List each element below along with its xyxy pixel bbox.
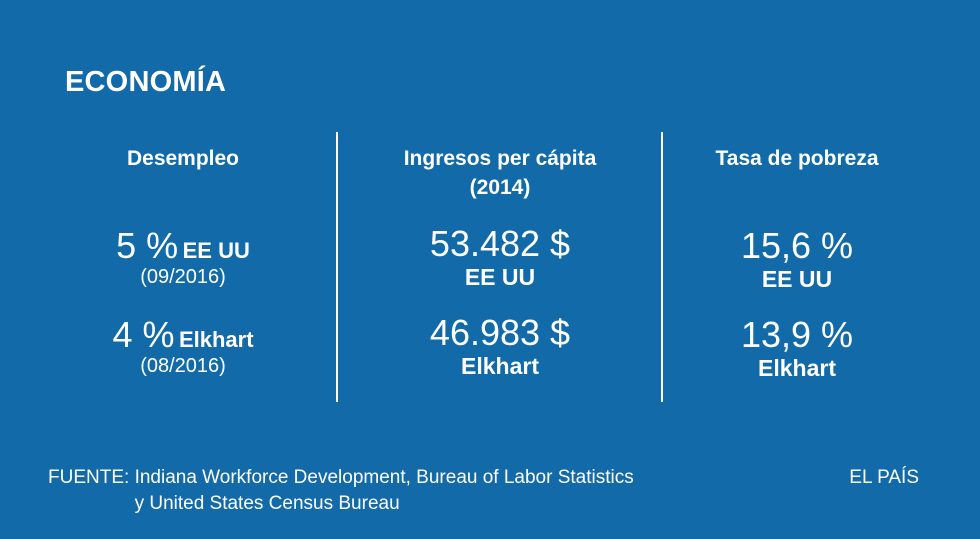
stat-value: 15,6 % xyxy=(740,225,854,266)
income-column: Ingresos per cápita (2014) 53.482 $ EE U… xyxy=(339,132,661,379)
stat-value: 53.482 $ xyxy=(429,223,571,264)
stat-region: EE UU xyxy=(182,238,250,263)
poverty-column: Tasa de pobreza 15,6 % EE UU 13,9 % Elkh… xyxy=(664,132,930,381)
stat-region: Elkhart xyxy=(461,353,539,379)
column-divider xyxy=(661,132,663,402)
stat-us: 5 % EE UU (09/2016) xyxy=(30,225,336,289)
stat-region: Elkhart xyxy=(758,355,836,381)
stat-value: 46.983 $ xyxy=(429,312,571,353)
column-heading-line: Ingresos per cápita xyxy=(403,147,597,170)
column-heading: Tasa de pobreza xyxy=(715,147,879,170)
stat-value: 5 % xyxy=(116,225,179,266)
section-title: ECONOMÍA xyxy=(65,66,227,98)
stat-region: Elkhart xyxy=(178,327,254,352)
stat-date: (08/2016) xyxy=(140,355,226,377)
column-heading: Desempleo xyxy=(126,147,240,170)
stat-us: 15,6 % EE UU xyxy=(664,225,930,293)
stat-elkhart: 46.983 $ Elkhart xyxy=(339,312,661,380)
stat-region: EE UU xyxy=(464,264,536,290)
source-line: y United States Census Bureau xyxy=(134,493,400,514)
stat-date: (09/2016) xyxy=(140,266,226,288)
stat-elkhart: 13,9 % Elkhart xyxy=(664,314,930,382)
brand-credit: EL PAÍS xyxy=(849,467,919,488)
column-heading-line: (2014) xyxy=(469,176,531,199)
column-divider xyxy=(336,132,338,402)
source-prefix: FUENTE: xyxy=(48,467,130,488)
unemployment-column: Desempleo 5 % EE UU (09/2016) 4 % Elkhar… xyxy=(30,132,336,377)
stat-value: 4 % xyxy=(112,314,175,355)
column-heading: Ingresos per cápita (2014) xyxy=(339,144,661,202)
stat-elkhart: 4 % Elkhart (08/2016) xyxy=(30,314,336,378)
stat-value: 13,9 % xyxy=(740,314,854,355)
stat-region: EE UU xyxy=(761,266,833,292)
stat-us: 53.482 $ EE UU xyxy=(339,223,661,291)
source-note: FUENTE: Indiana Workforce Development, B… xyxy=(48,465,634,517)
source-line: Indiana Workforce Development, Bureau of… xyxy=(134,467,634,488)
